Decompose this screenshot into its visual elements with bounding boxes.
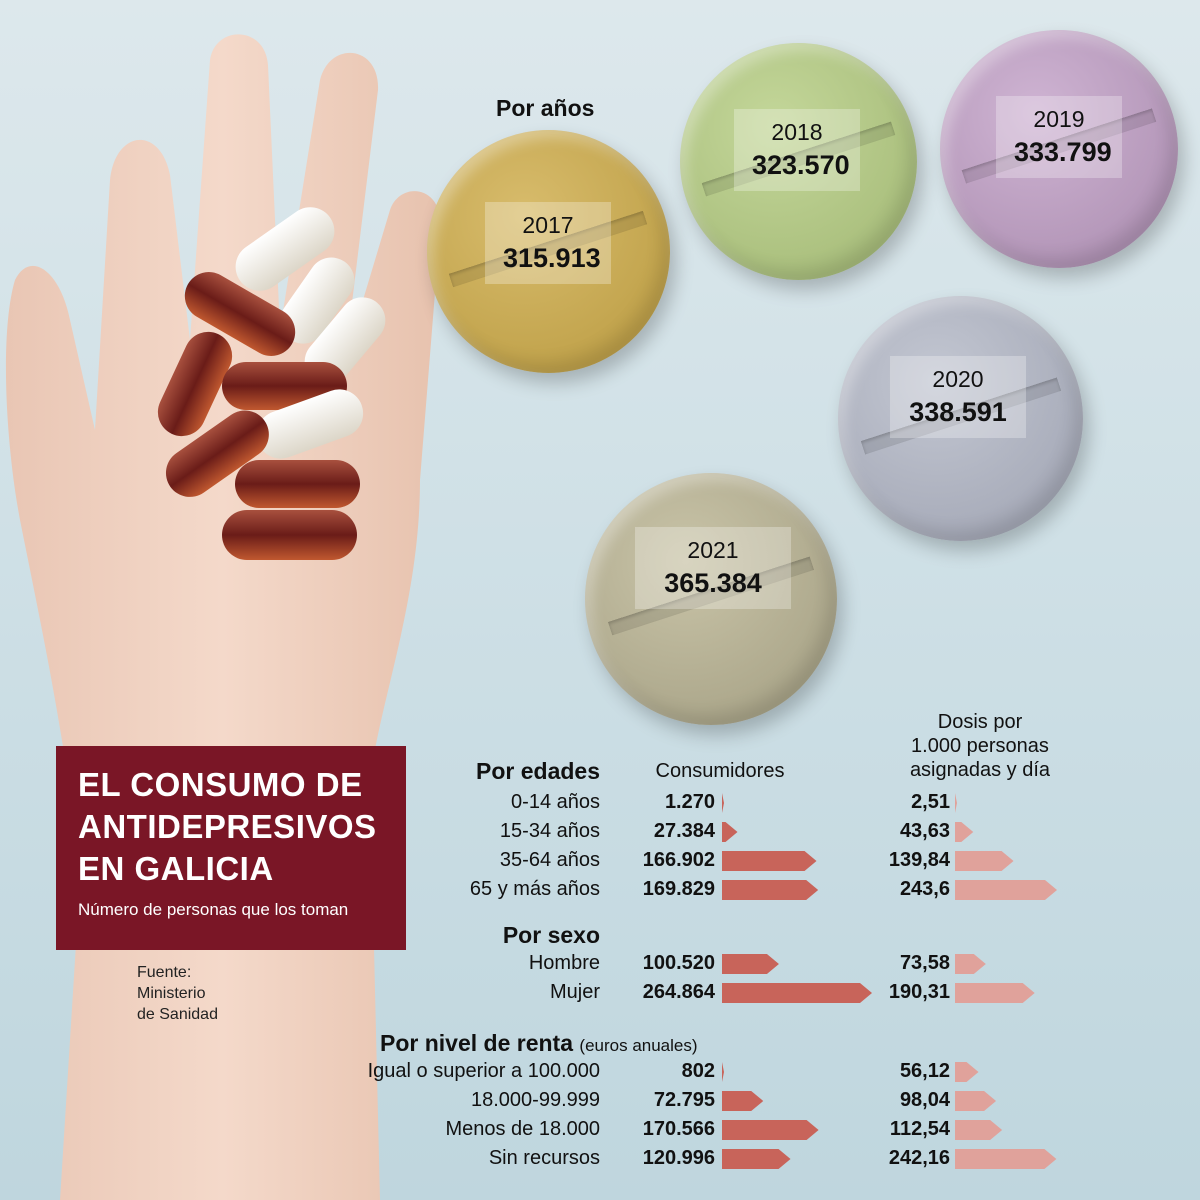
dose-header-line-3: asignadas y día [909,759,1051,781]
title-line-3: EN GALICIA [78,850,274,887]
dose-value: 43,63 [899,820,950,842]
column-header-consumers: Consumidores [655,760,785,782]
section-income-note: (euros anuales) [579,1036,698,1055]
year-value: 323.570 [752,150,850,180]
pill-2017: 2017 315.913 [427,130,670,373]
row-label: Menos de 18.000 [445,1118,600,1140]
row-label: 15-34 años [499,820,600,842]
dose-value: 243,6 [899,878,950,900]
dose-bar [955,954,986,974]
row-label: 65 y más años [469,878,600,900]
pill-label-2021: 2021 365.384 [635,527,791,609]
pill-label-2019: 2019 333.799 [996,96,1122,178]
consumer-bar [722,983,872,1003]
title-line-2: ANTIDEPRESIVOS [78,808,377,845]
column-header-doses: Dosis por 1.000 personas asignadas y día [870,710,1090,782]
row-label: Hombre [528,952,600,974]
source-note: Fuente: Ministerio de Sanidad [137,962,218,1025]
section-income-label: Por nivel de renta [380,1030,574,1056]
dose-value: 2,51 [911,791,950,813]
consumer-bar [722,1091,764,1111]
pill-label-2018: 2018 323.570 [734,109,860,191]
section-sex: Por sexo [502,922,600,948]
consumer-bar [722,793,724,813]
consumers-value: 802 [681,1060,715,1082]
dose-header-line-2: 1.000 personas [911,735,1049,757]
dose-value: 242,16 [888,1147,950,1169]
title-box: EL CONSUMO DE ANTIDEPRESIVOS EN GALICIA … [56,746,406,950]
year-label: 2021 [687,537,739,563]
row-label: 35-64 años [499,849,600,871]
row-label: Sin recursos [488,1147,600,1169]
year-label: 2017 [522,212,574,238]
dose-bar [955,793,957,813]
dose-value: 112,54 [889,1118,950,1140]
consumers-value: 1.270 [664,791,715,813]
pill-2018: 2018 323.570 [680,43,917,280]
dose-bar [955,1149,1057,1169]
dose-value: 190,31 [888,981,950,1003]
consumer-bar [722,1120,819,1140]
dose-bar [955,1091,997,1111]
year-label: 2019 [1033,106,1085,132]
consumers-value: 166.902 [642,849,715,871]
row-label: 18.000-99.999 [470,1089,600,1111]
consumer-bar [722,1062,724,1082]
row-label: Mujer [549,981,600,1003]
dose-value: 56,12 [899,1060,950,1082]
section-income: Por nivel de renta (euros anuales) [380,1030,740,1057]
dose-value: 73,58 [899,952,950,974]
dose-bar [955,1120,1003,1140]
consumers-value: 72.795 [653,1089,715,1111]
dose-bar [955,1062,979,1082]
dose-bar [955,851,1014,871]
dose-header-line-1: Dosis por [937,711,1023,733]
year-label: 2018 [771,119,823,145]
consumers-value: 170.566 [642,1118,715,1140]
dose-bar [955,880,1057,900]
consumer-bar [722,822,738,842]
pill-2021: 2021 365.384 [585,473,837,725]
year-value: 315.913 [503,243,601,273]
dose-value: 139,84 [888,849,950,871]
dose-value: 98,04 [899,1089,950,1111]
dose-bar [955,983,1035,1003]
consumers-value: 264.864 [642,981,715,1003]
consumers-value: 120.996 [642,1147,715,1169]
consumer-bar [722,954,779,974]
capsules [157,207,386,560]
title-line-1: EL CONSUMO DE [78,766,363,803]
year-label: 2020 [932,366,984,392]
pill-label-2020: 2020 338.591 [890,356,1026,438]
consumers-value: 169.829 [642,878,715,900]
source-line-2: Ministerio [137,985,206,1002]
consumers-value: 27.384 [653,820,715,842]
pill-2019: 2019 333.799 [940,30,1178,268]
consumer-bar [722,851,817,871]
pill-label-2017: 2017 315.913 [485,202,611,284]
pill-2020: 2020 338.591 [838,296,1083,541]
section-age: Por edades [476,758,600,784]
source-line-1: Fuente: [137,964,192,981]
year-value: 365.384 [664,568,762,598]
dose-bar [955,822,974,842]
consumers-value: 100.520 [642,952,715,974]
source-line-3: de Sanidad [137,1006,218,1023]
year-value: 333.799 [1014,137,1112,167]
row-label: 0-14 años [511,791,600,813]
years-heading: Por años [496,95,595,121]
subtitle: Número de personas que los toman [78,900,349,919]
consumer-bar [722,880,819,900]
year-value: 338.591 [909,397,1007,427]
row-label: Igual o superior a 100.000 [367,1060,600,1082]
consumer-bar [722,1149,791,1169]
